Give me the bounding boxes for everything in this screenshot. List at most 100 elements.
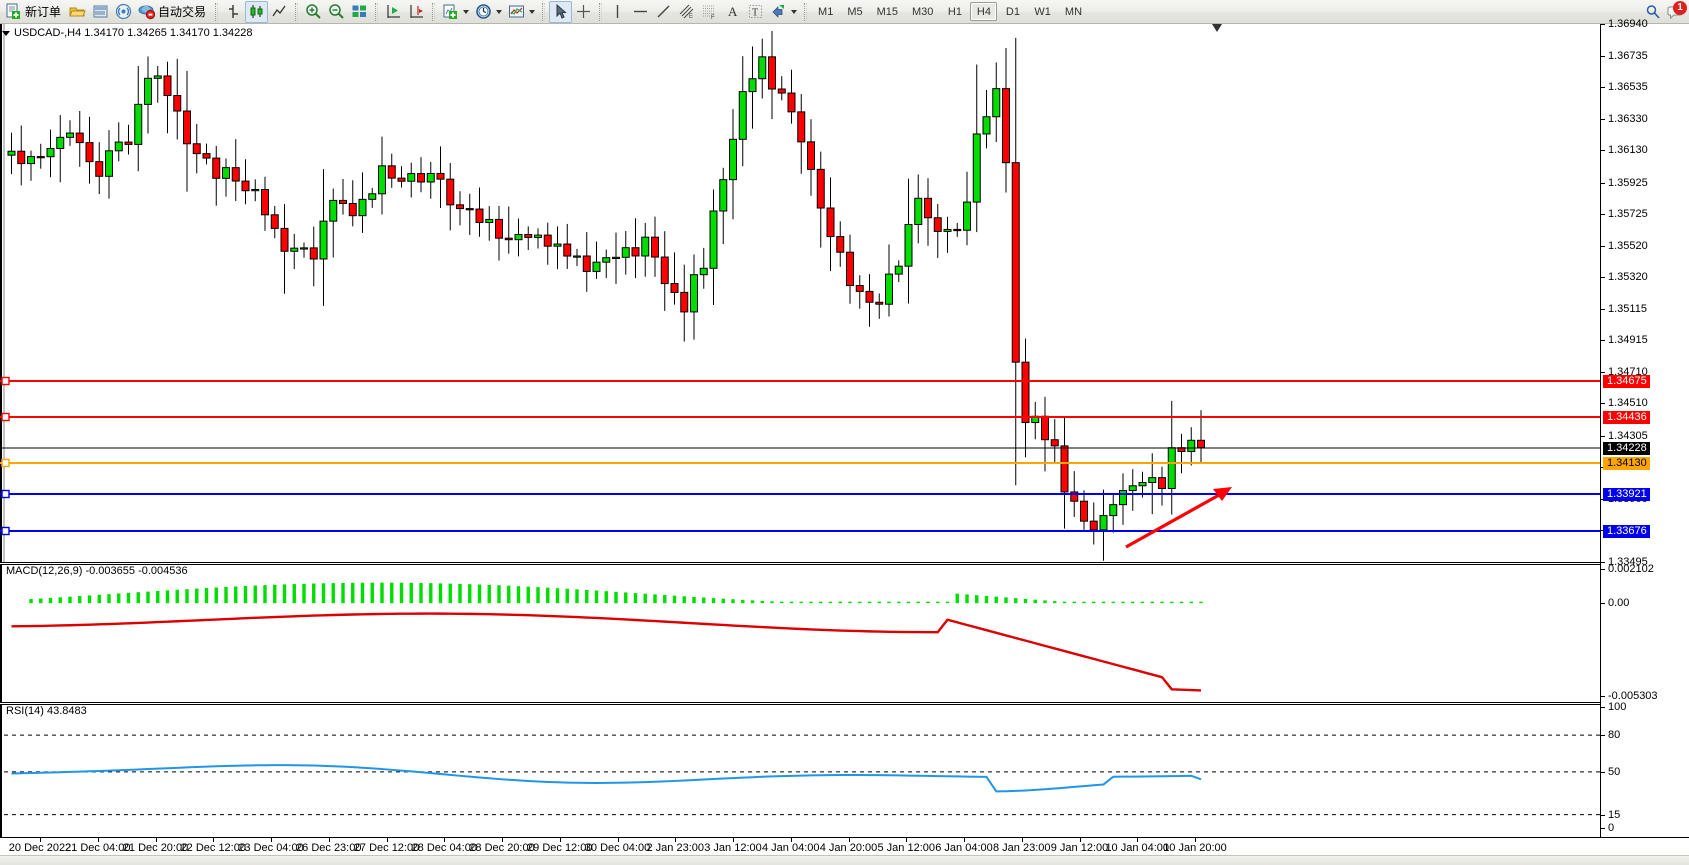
time-axis-tick bbox=[97, 838, 99, 842]
crosshair-icon bbox=[575, 3, 592, 20]
timeframe-m5[interactable]: M5 bbox=[847, 5, 863, 18]
time-axis-tick bbox=[1137, 838, 1139, 842]
equidistant-channel-button[interactable]: E bbox=[675, 1, 698, 23]
zoom-out-button[interactable] bbox=[325, 1, 348, 23]
time-axis-tick bbox=[213, 838, 215, 842]
price-scale-tick: 1.35725 bbox=[1601, 208, 1648, 220]
fibonacci-icon: F bbox=[701, 3, 718, 20]
macd-scale-tick: 0.002102 bbox=[1601, 564, 1654, 575]
line-chart-icon bbox=[271, 3, 288, 20]
timeframe-d1[interactable]: D1 bbox=[1005, 5, 1020, 18]
toolbar-separator bbox=[215, 2, 219, 21]
auto-scroll-button[interactable] bbox=[405, 1, 428, 23]
fibonacci-button[interactable]: F bbox=[698, 1, 721, 23]
data-window-button[interactable] bbox=[89, 1, 112, 23]
price-level-tag[interactable]: 1.34228 bbox=[1603, 442, 1650, 455]
time-axis-label: 3 Jan 12:00 bbox=[704, 842, 762, 854]
price-level-tag[interactable]: 1.33676 bbox=[1603, 525, 1650, 538]
rsi-pane[interactable] bbox=[0, 704, 1600, 837]
macd-indicator-chart bbox=[0, 564, 1203, 702]
price-level-tag[interactable]: 1.34130 bbox=[1603, 457, 1650, 470]
symbol-ohlc-label: USDCAD-,H4 1.34170 1.34265 1.34170 1.342… bbox=[14, 27, 253, 39]
macd-scale-tick: -0.005303 bbox=[1601, 691, 1658, 702]
toolbar-separator bbox=[599, 2, 603, 21]
macd-pane[interactable] bbox=[0, 564, 1600, 702]
cursor-tool-button[interactable] bbox=[549, 0, 573, 23]
symbol-header[interactable]: USDCAD-,H4 1.34170 1.34265 1.34170 1.342… bbox=[2, 27, 253, 39]
period-button[interactable] bbox=[472, 1, 505, 23]
main-toolbar: 新订单 bbox=[0, 0, 1689, 24]
text-tool-button[interactable]: A bbox=[721, 1, 744, 23]
bar-chart-icon bbox=[225, 3, 242, 20]
line-chart-button[interactable] bbox=[268, 1, 291, 23]
timeframe-h4[interactable]: H4 bbox=[970, 2, 998, 21]
macd-pane-divider2 bbox=[0, 564, 1689, 565]
timeframe-mn[interactable]: MN bbox=[1064, 5, 1083, 18]
horizontal-line-button[interactable] bbox=[629, 1, 652, 23]
timeframe-h1[interactable]: H1 bbox=[947, 5, 962, 18]
bar-chart-button[interactable] bbox=[222, 1, 245, 23]
price-scale-tick: 1.36330 bbox=[1601, 114, 1648, 125]
auto-trading-button[interactable]: 自动交易 bbox=[135, 1, 211, 23]
timeframe-group: M1 M5 M15 M30 H1 H4 D1 W1 MN bbox=[811, 2, 1089, 21]
macd-label: MACD(12,26,9) -0.003655 -0.004536 bbox=[6, 565, 188, 577]
text-label-button[interactable]: T bbox=[744, 1, 767, 23]
tile-windows-button[interactable] bbox=[348, 1, 371, 23]
timeframe-m1[interactable]: M1 bbox=[818, 5, 834, 18]
time-axis-tick bbox=[906, 838, 908, 842]
navigator-button[interactable] bbox=[112, 1, 135, 23]
timeframe-m15[interactable]: M15 bbox=[876, 5, 898, 18]
time-axis-label: 21 Dec 20:00 bbox=[122, 842, 189, 854]
time-axis-tick bbox=[444, 838, 446, 842]
notifications-button[interactable]: 1 bbox=[1664, 0, 1687, 23]
price-scale-tick: 1.36940 bbox=[1601, 19, 1648, 30]
price-scale-tick: 1.35925 bbox=[1601, 177, 1648, 189]
time-axis-label: 27 Dec 12:00 bbox=[353, 842, 420, 854]
new-chart-button[interactable] bbox=[439, 1, 472, 23]
chevron-down-icon[interactable] bbox=[463, 9, 470, 14]
time-axis-tick bbox=[386, 838, 388, 842]
chevron-down-icon[interactable] bbox=[496, 9, 503, 14]
candlestick-icon bbox=[248, 3, 265, 20]
rsi-scale-tick: 80 bbox=[1601, 730, 1620, 741]
price-scale-tick: 1.33495 bbox=[1601, 557, 1648, 568]
timeframe-m30[interactable]: M30 bbox=[912, 5, 934, 18]
svg-text:E: E bbox=[689, 14, 693, 20]
time-axis-label: 10 Jan 20:00 bbox=[1163, 842, 1227, 854]
notification-badge: 1 bbox=[1673, 0, 1687, 15]
time-axis-label: 30 Dec 04:00 bbox=[584, 842, 651, 854]
time-axis-tick bbox=[271, 838, 272, 842]
time-axis-label: 23 Dec 04:00 bbox=[238, 842, 304, 854]
time-axis-tick bbox=[1021, 838, 1023, 842]
time-axis-tick bbox=[733, 838, 734, 842]
templates-button[interactable] bbox=[505, 1, 538, 23]
tile-windows-icon bbox=[351, 3, 368, 20]
arrows-icon bbox=[770, 3, 787, 20]
price-pane[interactable] bbox=[0, 24, 1600, 562]
chevron-down-icon[interactable] bbox=[791, 9, 798, 14]
chart-area[interactable]: USDCAD-,H4 1.34170 1.34265 1.34170 1.342… bbox=[0, 19, 1689, 865]
new-order-button[interactable]: 新订单 bbox=[2, 1, 66, 23]
arrows-button[interactable] bbox=[767, 1, 800, 23]
price-scale-tick: 1.34305 bbox=[1601, 430, 1648, 442]
price-scale[interactable]: 1.36940 1.36735 1.36535 1.36330 1.36130 1.359… bbox=[1600, 19, 1689, 865]
candlestick-chart-button[interactable] bbox=[245, 0, 269, 23]
price-scale-tick: 1.36535 bbox=[1601, 82, 1648, 93]
price-level-tag[interactable]: 1.34436 bbox=[1603, 411, 1650, 424]
chevron-down-icon[interactable] bbox=[2, 30, 10, 36]
shift-end-button[interactable] bbox=[382, 1, 405, 23]
vertical-line-button[interactable] bbox=[606, 1, 629, 23]
trendline-icon bbox=[655, 3, 672, 20]
chevron-down-icon[interactable] bbox=[529, 9, 536, 14]
price-level-tag[interactable]: 1.33921 bbox=[1603, 488, 1650, 501]
toolbar-separator bbox=[804, 2, 808, 21]
search-button[interactable] bbox=[1642, 1, 1664, 23]
price-scale-tick: 1.35115 bbox=[1601, 304, 1647, 315]
zoom-in-button[interactable] bbox=[302, 1, 325, 23]
trendline-button[interactable] bbox=[652, 1, 675, 23]
price-level-tag[interactable]: 1.34675 bbox=[1603, 375, 1650, 388]
crosshair-tool-button[interactable] bbox=[572, 1, 595, 23]
timeframe-w1[interactable]: W1 bbox=[1034, 5, 1051, 18]
market-watch-button[interactable] bbox=[66, 1, 89, 23]
